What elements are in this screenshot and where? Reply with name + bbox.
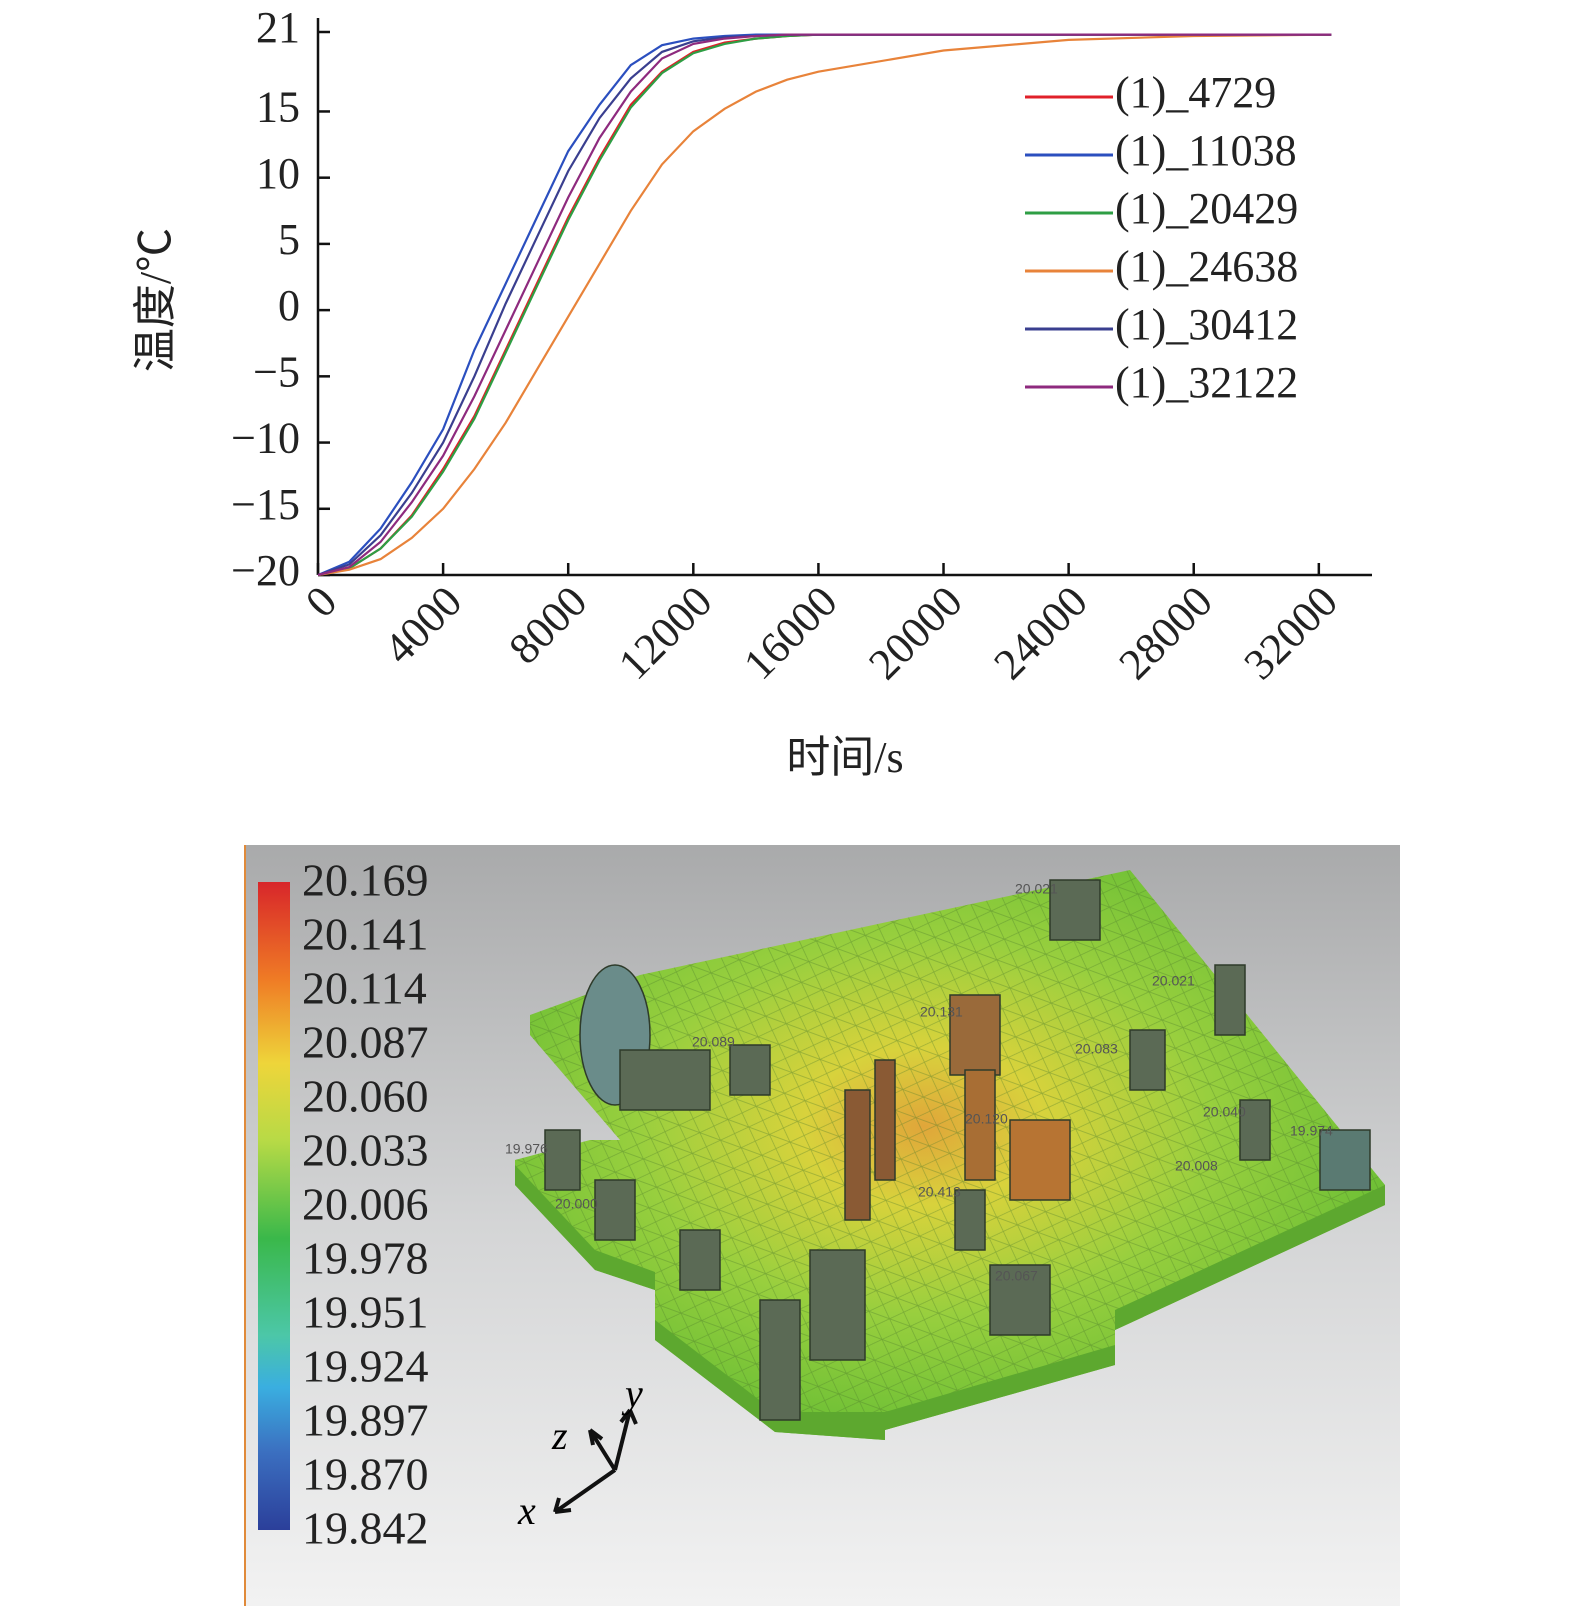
colorbar-label: 19.870 [302, 1449, 429, 1500]
legend-label: (1)_4729 [1115, 68, 1276, 117]
plot-area: −20 −15 −10 −5 0 5 10 15 21 0 4000 8000 12000 16000 20… [231, 3, 1372, 689]
point-label: 20.131 [920, 1004, 963, 1020]
point-label: 19.974 [1290, 1123, 1333, 1139]
colorbar-label: 20.169 [302, 855, 429, 906]
y-tick-label: −20 [231, 546, 300, 595]
y-tick-label: 0 [278, 281, 300, 330]
colorbar [258, 882, 290, 1530]
point-label: 20.067 [995, 1268, 1038, 1284]
colorbar-label: 20.114 [302, 963, 427, 1014]
colorbar-label: 19.978 [302, 1233, 429, 1284]
axis-triad [553, 1408, 638, 1514]
x-tick-label: 28000 [1110, 577, 1222, 689]
x-tick-label: 24000 [984, 577, 1096, 689]
legend-label: (1)_30412 [1115, 300, 1298, 349]
point-label: 20.120 [965, 1111, 1008, 1127]
x-tick-label: 4000 [374, 577, 471, 674]
colorbar-label: 20.033 [302, 1125, 429, 1176]
x-tick-label: 32000 [1235, 577, 1347, 689]
colorbar-label: 20.006 [302, 1179, 429, 1230]
colorbar-label: 19.924 [302, 1341, 429, 1392]
legend-label: (1)_11038 [1115, 126, 1297, 175]
x-tick-label: 0 [296, 577, 346, 627]
x-tick-label: 12000 [609, 577, 721, 689]
colorbar-label: 20.060 [302, 1071, 429, 1122]
y-tick-label: 5 [278, 215, 300, 264]
x-tick-label: 8000 [500, 577, 597, 674]
x-tick-label: 20000 [859, 577, 971, 689]
colorbar-label: 19.897 [302, 1395, 429, 1446]
simulation-panel: 20.021 20.021 20.089 20.131 20.120 20.083 20.0… [244, 845, 1400, 1606]
y-tick-label: 15 [256, 83, 300, 132]
point-label: 20.021 [1015, 881, 1058, 897]
point-label: 20.413 [918, 1184, 961, 1200]
point-label: 19.976 [505, 1141, 548, 1157]
series-line [317, 33, 1332, 577]
y-axis-label: 温度/℃ [131, 228, 180, 372]
colorbar-label: 20.141 [302, 909, 429, 960]
legend-label: (1)_20429 [1115, 184, 1298, 233]
legend-label: (1)_24638 [1115, 242, 1298, 291]
point-label: 20.083 [1075, 1041, 1118, 1057]
axis-label-z: z [551, 1413, 568, 1458]
colorbar-label: 19.951 [302, 1287, 429, 1338]
point-label: 20.021 [1152, 973, 1195, 989]
legend-label: (1)_32122 [1115, 358, 1298, 407]
x-axis-label: 时间/s [786, 733, 903, 782]
point-label: 20.040 [1203, 1104, 1246, 1120]
axis-label-y: y [621, 1371, 643, 1416]
x-tick-label: 16000 [734, 577, 846, 689]
y-tick-label: −15 [231, 480, 300, 529]
point-label: 20.000 [555, 1196, 598, 1212]
point-label: 20.008 [1175, 1158, 1218, 1174]
y-tick-label: −10 [231, 414, 300, 463]
axis-label-x: x [517, 1488, 536, 1533]
point-label: 20.089 [692, 1034, 735, 1050]
y-tick-label: −5 [253, 347, 300, 396]
colorbar-label: 19.842 [302, 1503, 429, 1554]
y-tick-label: 10 [256, 149, 300, 198]
colorbar-labels: 20.16920.14120.11420.08720.06020.03320.0… [302, 855, 429, 1554]
fixtures [544, 879, 1371, 1421]
y-tick-label: 21 [256, 3, 300, 52]
series-line [317, 33, 1332, 577]
point-labels: 20.021 20.021 20.089 20.131 20.120 20.083 20.0… [505, 881, 1333, 1284]
colorbar-label: 20.087 [302, 1017, 429, 1068]
